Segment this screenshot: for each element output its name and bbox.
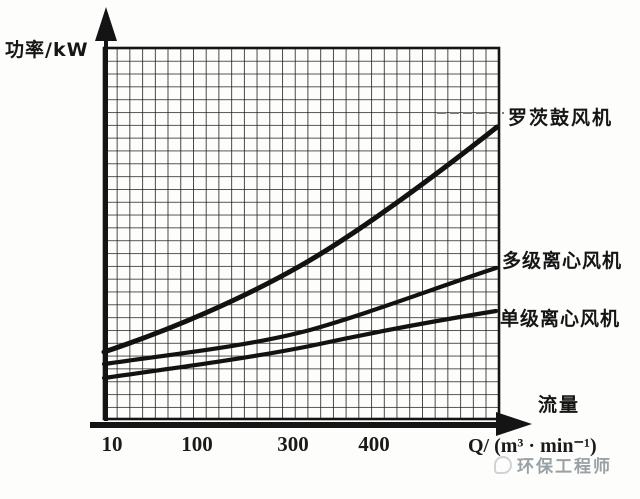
x-axis-unit-label: Q/ (m³ · min⁻¹) — [468, 435, 597, 457]
plot-grid — [102, 46, 501, 421]
y-axis — [95, 7, 117, 421]
watermark-text: 环保工程师 — [517, 457, 612, 477]
watermark: 环保工程师 — [494, 452, 612, 477]
y-axis-arrow-icon — [95, 7, 117, 41]
x-tick-100: 100 — [181, 432, 213, 456]
curve-roots-blower — [101, 124, 500, 355]
x-tick-300: 300 — [277, 432, 309, 456]
y-axis-label: 功率/kW — [5, 39, 89, 61]
curve-singlestage-centrifugal — [101, 308, 499, 381]
curve-label-roots-blower: 罗茨鼓风机 — [508, 107, 614, 129]
curve-label-singlestage: 单级离心风机 — [500, 308, 621, 330]
x-axis — [90, 412, 532, 436]
x-tick-10: 10 — [101, 432, 123, 456]
curve-multistage-centrifugal — [101, 265, 499, 367]
x-tick-400: 400 — [358, 432, 390, 456]
x-axis-arrow-icon — [496, 412, 532, 436]
x-axis-label: 流量 — [538, 394, 581, 416]
curve-label-multistage: 多级离心风机 — [502, 250, 623, 272]
watermark-logo-icon — [494, 455, 512, 474]
